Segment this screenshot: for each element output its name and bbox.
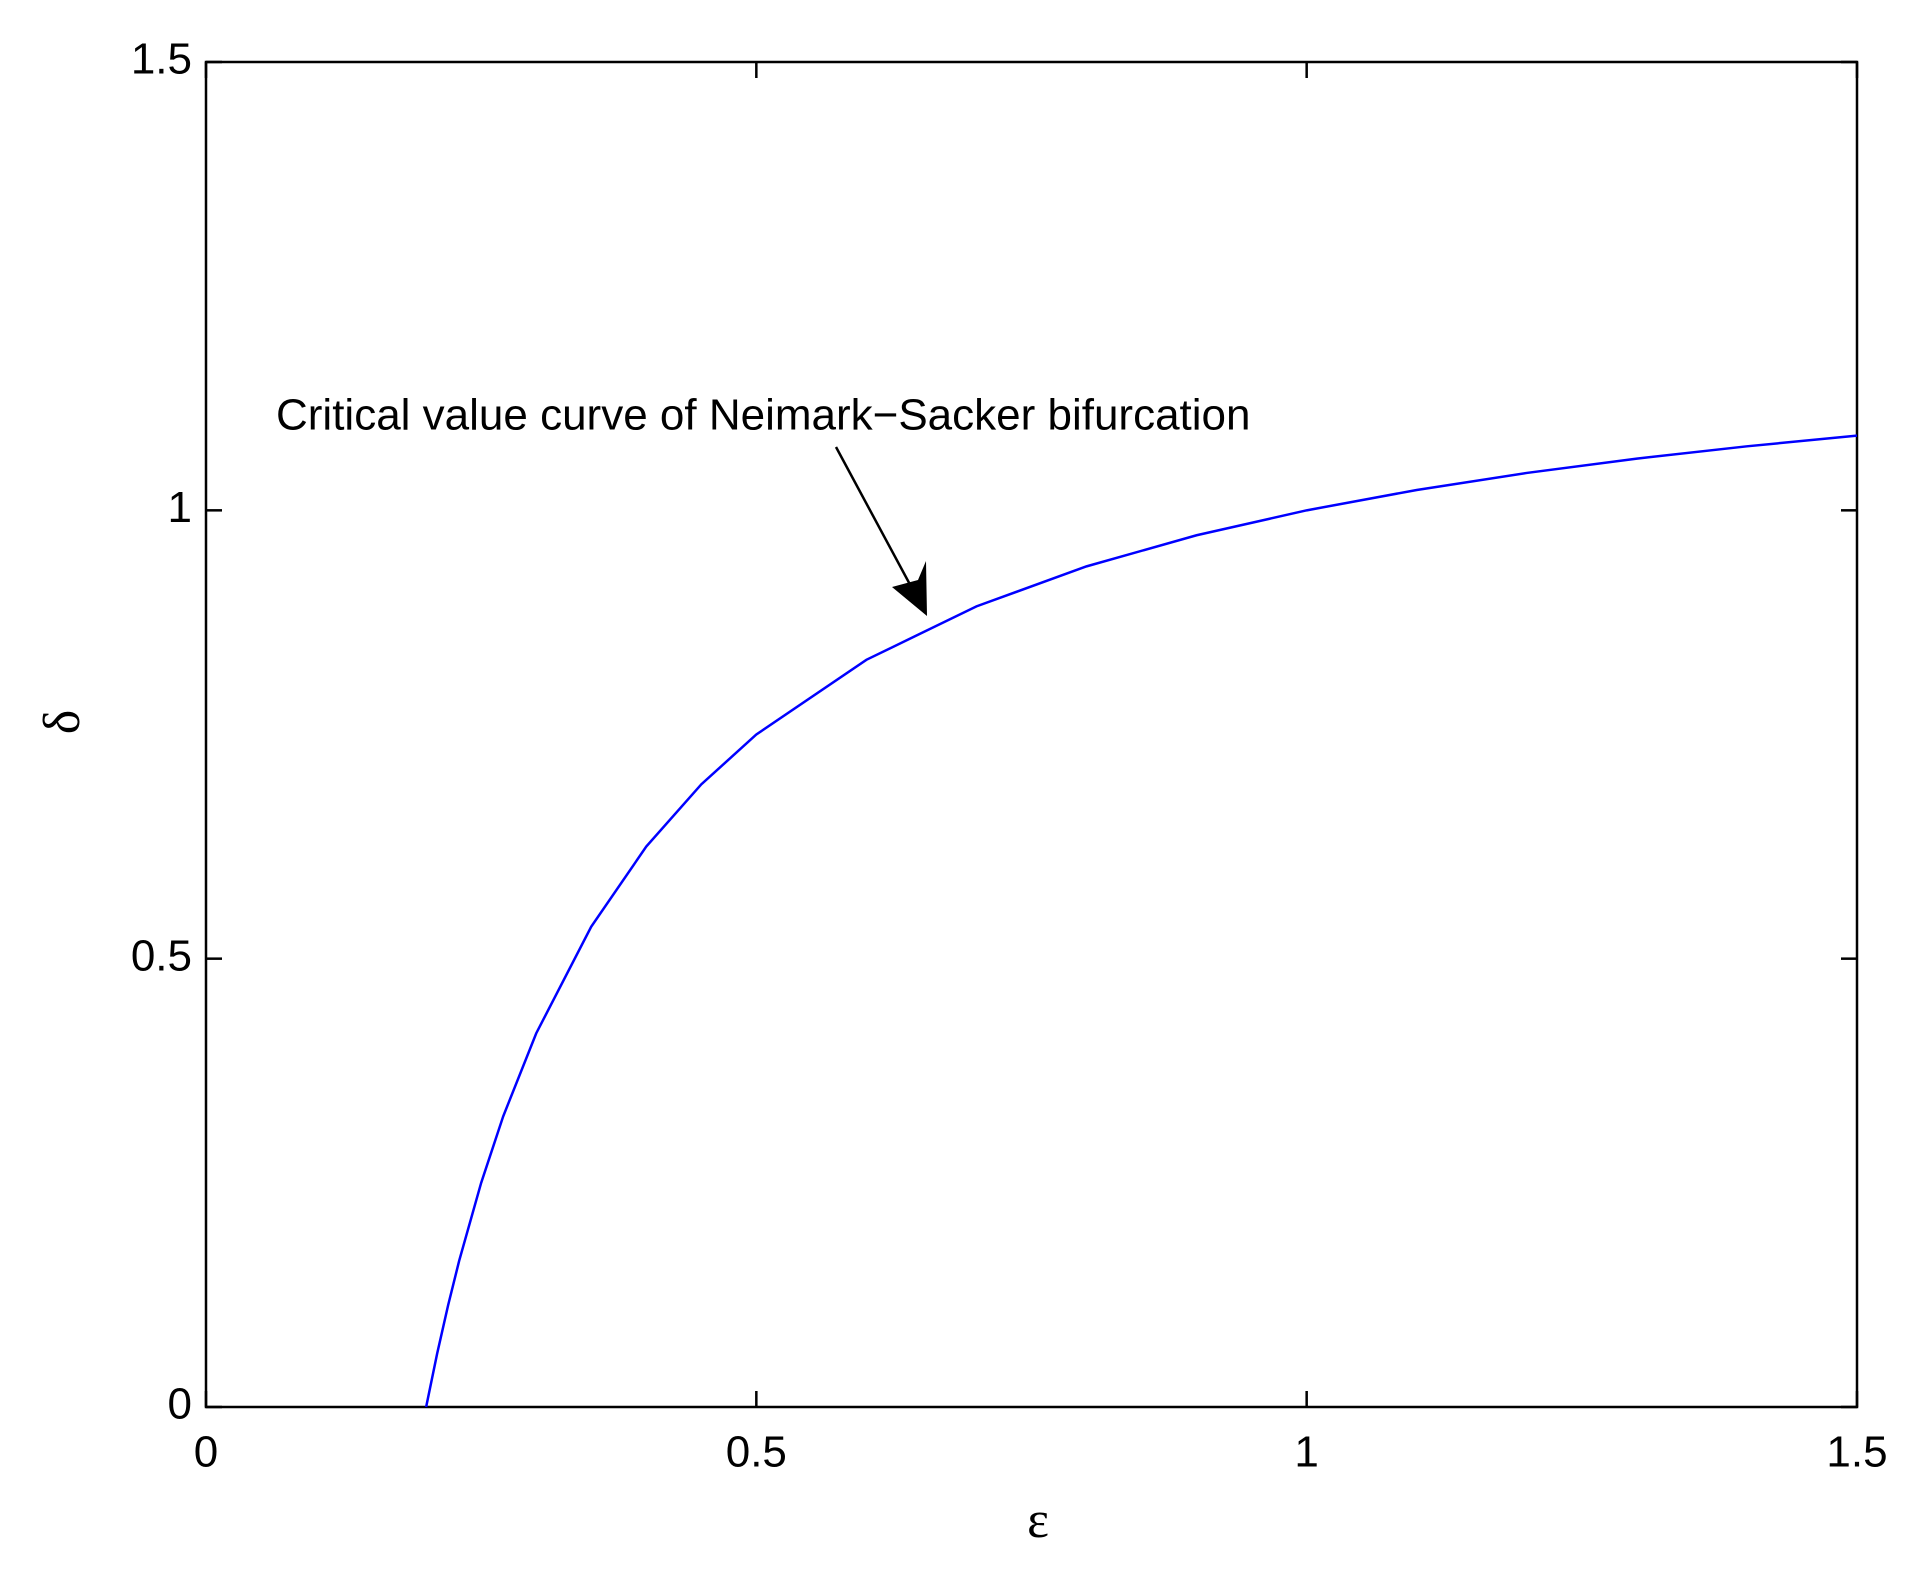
annotation-arrow — [834, 446, 916, 593]
y-tick-label: 1 — [168, 483, 192, 532]
annotation: Critical value curve of Neimark−Sacker b… — [276, 391, 1251, 440]
plot-frame — [204, 60, 1859, 1409]
y-tick-label: 1.5 — [131, 35, 192, 84]
x-tick-label: 1.5 — [1826, 1428, 1887, 1477]
arrow-head — [892, 561, 927, 616]
y-tick-label: 0 — [168, 1380, 192, 1429]
x-tick-label: 1 — [1294, 1428, 1318, 1477]
curve — [424, 434, 1858, 1408]
y-tick-label: 0.5 — [131, 931, 192, 980]
x-tick-label: 0 — [194, 1428, 218, 1477]
x-tick-label: 0.5 — [726, 1428, 787, 1477]
y-axis-label: δ — [34, 710, 91, 735]
x-axis-label: ε — [1027, 1492, 1049, 1549]
